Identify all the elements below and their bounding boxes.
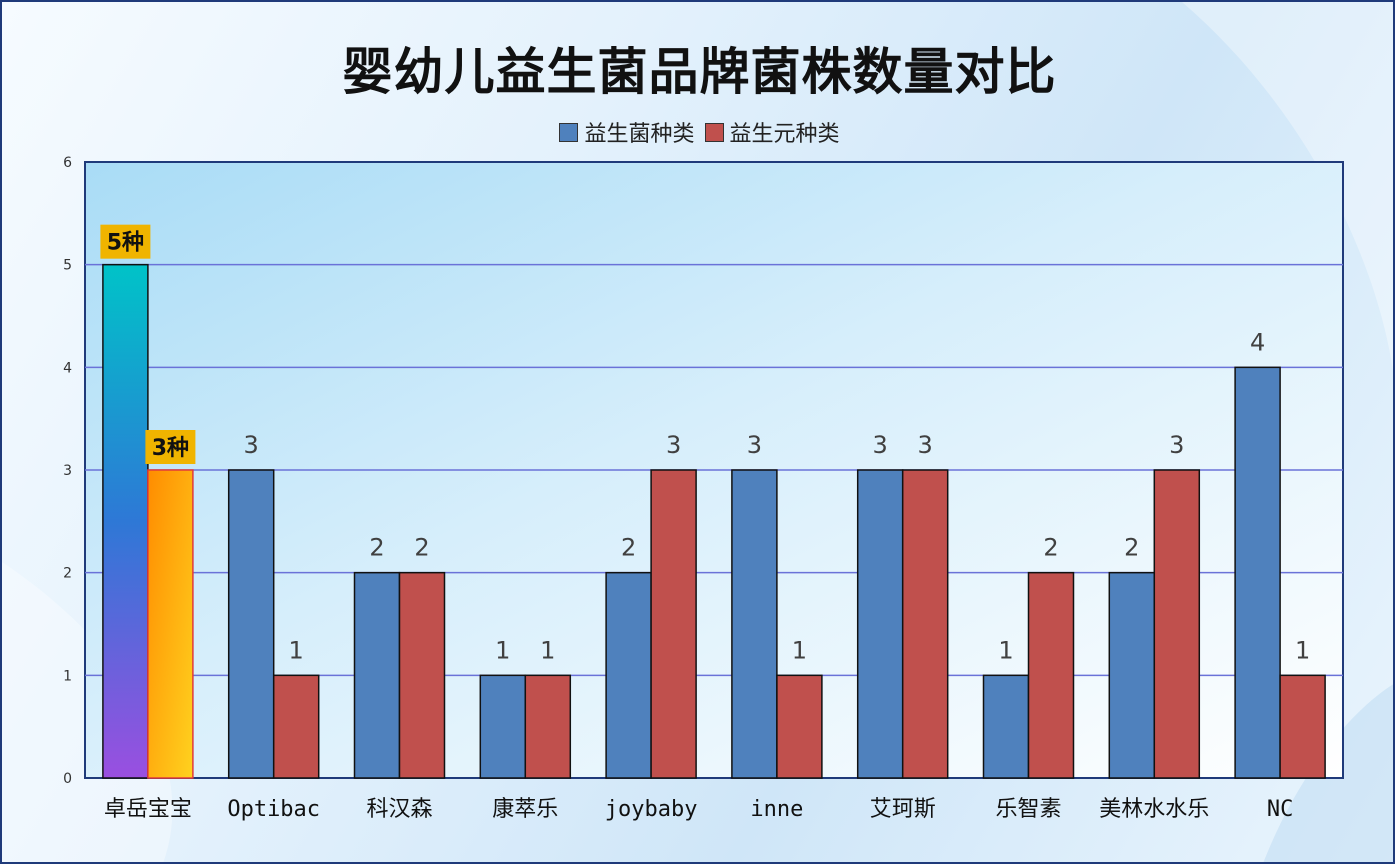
x-tick-label: 康萃乐 [492, 797, 558, 822]
data-labels: 5种 3种 3 1 2 2 1 1 2 3 3 1 3 3 1 2 2 3 4 1 [100, 224, 1310, 664]
y-tick-label: 0 [63, 771, 72, 787]
bar-prebiotic [776, 674, 823, 779]
y-tick-label: 1 [63, 668, 72, 684]
data-label: 3 [747, 431, 762, 459]
data-label: 1 [792, 636, 807, 664]
bars [102, 263, 1326, 779]
x-tick-label: NC [1267, 797, 1294, 822]
y-tick-label: 5 [63, 258, 72, 274]
bar-probiotic [605, 571, 652, 779]
data-label: 2 [1124, 534, 1139, 562]
highlight-label-bg [100, 224, 151, 259]
data-label: 3 [873, 431, 888, 459]
bar-prebiotic [147, 469, 194, 779]
legend-swatch-prebiotic [704, 122, 724, 142]
y-tick-label: 4 [63, 360, 72, 376]
legend-item-probiotic: 益生菌种类 [559, 116, 695, 148]
bar-prebiotic [901, 469, 949, 779]
bar-probiotic [479, 674, 527, 779]
legend-label-prebiotic: 益生元种类 [729, 122, 840, 147]
data-label: 3 [244, 431, 259, 459]
highlight-label: 5种 [107, 231, 144, 256]
x-tick-label: 艾珂斯 [870, 797, 936, 822]
y-axis-ticks: 0 1 2 3 4 5 6 [63, 155, 72, 787]
bar-probiotic [731, 469, 778, 779]
x-tick-label: 乐智素 [995, 797, 1061, 822]
bar-probiotic [353, 571, 401, 779]
bar-prebiotic [1027, 571, 1075, 779]
bar-prebiotic [650, 469, 697, 779]
x-tick-label: 美林水水乐 [1099, 797, 1209, 822]
legend-item-prebiotic: 益生元种类 [704, 116, 840, 148]
x-tick-label: 卓岳宝宝 [104, 797, 192, 822]
bar-prebiotic [1153, 469, 1201, 779]
data-label: 2 [414, 534, 429, 562]
bar-probiotic [982, 674, 1030, 779]
bar-prebiotic [272, 674, 320, 779]
x-tick-label: inne [750, 797, 803, 822]
data-label: 2 [621, 534, 636, 562]
data-label: 1 [540, 636, 555, 664]
bar-prebiotic [398, 571, 446, 779]
highlight-label: 3种 [152, 436, 189, 461]
y-tick-label: 6 [63, 155, 72, 171]
chart-title: 婴幼儿益生菌品牌菌株数量对比 [342, 43, 1057, 101]
data-label: 1 [1295, 636, 1310, 664]
x-tick-label: 科汉森 [366, 797, 432, 822]
x-tick-label: joybaby [605, 797, 698, 822]
bar-prebiotic [1279, 674, 1326, 779]
x-tick-label: Optibac [227, 797, 320, 822]
chart-legend: 益生菌种类 益生元种类 [2, 116, 1393, 148]
highlight-label-bg [145, 430, 196, 464]
data-label: 2 [1043, 534, 1058, 562]
bar-probiotic [856, 469, 904, 779]
y-tick-label: 3 [63, 463, 72, 479]
bar-probiotic [1234, 366, 1281, 779]
x-axis-ticks: 卓岳宝宝 Optibac 科汉森 康萃乐 joybaby inne 艾珂斯 乐智素 美林水水乐 N… [104, 797, 1293, 822]
data-label: 1 [998, 636, 1013, 664]
data-label: 3 [1169, 431, 1184, 459]
bar-prebiotic [524, 674, 572, 779]
data-label: 1 [289, 636, 304, 664]
data-label: 3 [666, 431, 681, 459]
legend-label-probiotic: 益生菌种类 [584, 122, 695, 147]
bar-probiotic [1108, 571, 1156, 779]
data-label: 3 [918, 431, 933, 459]
bar-probiotic [227, 469, 275, 779]
legend-swatch-probiotic [559, 122, 579, 142]
data-label: 2 [369, 534, 384, 562]
data-label: 1 [495, 636, 510, 664]
data-label: 4 [1250, 328, 1265, 356]
y-tick-label: 2 [63, 566, 72, 582]
bar-probiotic [102, 263, 149, 779]
